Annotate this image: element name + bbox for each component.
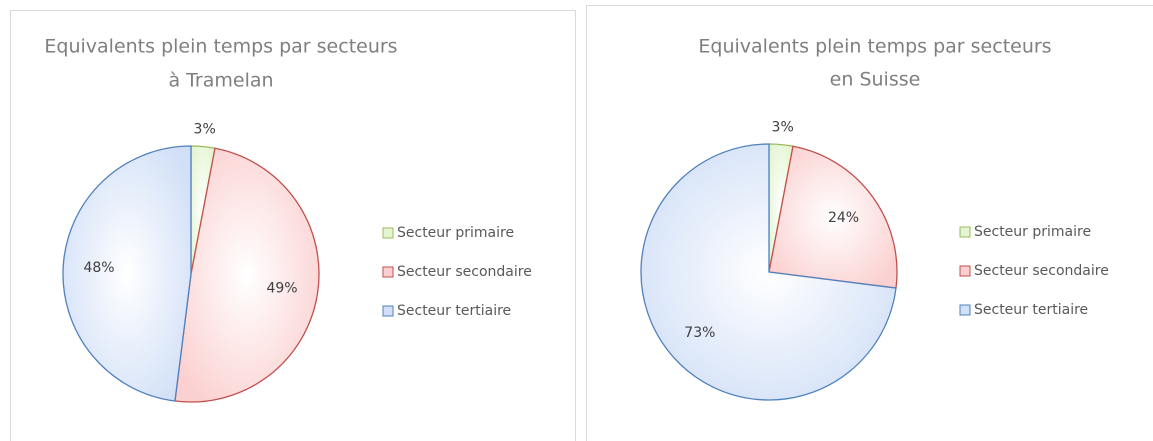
pie-slice — [640, 143, 897, 401]
legend-label: Secteur secondaire — [974, 263, 1109, 279]
data-label: 48% — [83, 260, 114, 276]
legend-swatch — [959, 304, 971, 316]
pie-slice — [768, 145, 898, 289]
legend-swatch — [959, 226, 971, 238]
legend-label: Secteur primaire — [974, 224, 1091, 240]
chart-title: Equivalents plein temps par secteurs — [44, 36, 397, 58]
data-label: 3% — [194, 122, 216, 138]
legend-label: Secteur secondaire — [397, 264, 532, 280]
legend-swatch — [382, 227, 394, 239]
legend-label: Secteur tertiaire — [974, 302, 1088, 318]
data-label: 49% — [266, 280, 297, 296]
chart-title: à Tramelan — [168, 70, 273, 92]
data-label: 24% — [828, 210, 859, 226]
legend-swatch — [382, 305, 394, 317]
pie-slice — [62, 145, 192, 402]
legend-swatch — [959, 265, 971, 277]
chart-title: Equivalents plein temps par secteurs — [698, 36, 1051, 58]
data-label: 73% — [684, 325, 715, 341]
legend-swatch — [382, 266, 394, 278]
chart-title: en Suisse — [830, 69, 921, 91]
legend-label: Secteur tertiaire — [397, 303, 511, 319]
legend-label: Secteur primaire — [397, 225, 514, 241]
data-label: 3% — [772, 120, 794, 136]
pie-slice — [174, 147, 320, 403]
